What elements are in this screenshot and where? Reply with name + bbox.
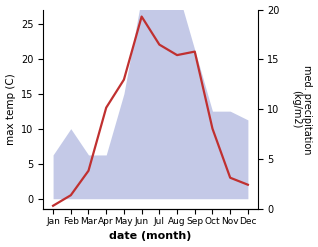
Y-axis label: max temp (C): max temp (C) bbox=[5, 74, 16, 145]
X-axis label: date (month): date (month) bbox=[109, 231, 192, 242]
Y-axis label: med. precipitation
(kg/m2): med. precipitation (kg/m2) bbox=[291, 65, 313, 154]
